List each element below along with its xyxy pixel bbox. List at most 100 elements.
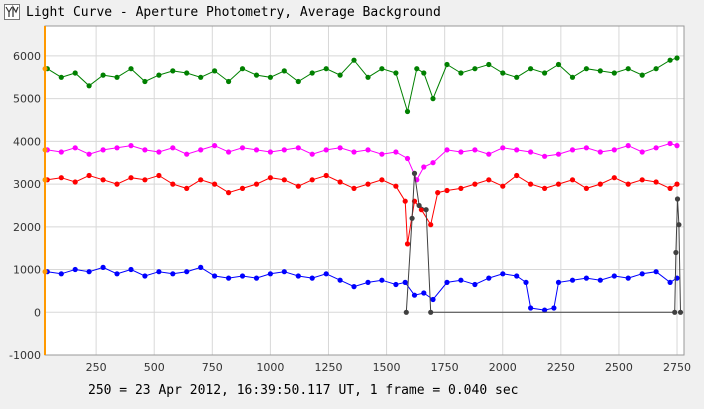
- data-point: [309, 151, 315, 157]
- data-point: [323, 66, 329, 72]
- data-point: [142, 273, 148, 279]
- data-point: [114, 74, 120, 80]
- data-point: [393, 183, 399, 189]
- x-tick-label: 500: [144, 361, 165, 374]
- data-point: [444, 279, 450, 285]
- data-point: [86, 172, 92, 179]
- data-point: [555, 279, 562, 285]
- data-point: [184, 269, 190, 275]
- data-point: [128, 175, 134, 181]
- data-point: [156, 72, 162, 78]
- data-point: [421, 290, 427, 296]
- data-point: [402, 198, 408, 204]
- data-point: [379, 277, 385, 283]
- data-point: [281, 269, 287, 275]
- data-point: [239, 273, 246, 279]
- data-point: [444, 61, 450, 68]
- y-tick-label: 1000: [13, 264, 41, 277]
- series-0: [44, 55, 680, 115]
- data-point: [674, 143, 680, 149]
- data-point: [611, 147, 617, 153]
- data-point: [114, 271, 120, 277]
- y-tick-label: -1000: [9, 349, 41, 362]
- data-point: [444, 147, 450, 153]
- data-point: [323, 147, 329, 153]
- data-point: [528, 66, 534, 72]
- data-point: [569, 277, 576, 283]
- data-point: [72, 179, 78, 185]
- data-point: [156, 149, 162, 155]
- cursor-marker: [42, 147, 48, 153]
- data-point: [156, 172, 162, 179]
- data-point: [281, 147, 287, 153]
- data-point: [404, 241, 411, 247]
- data-point: [365, 147, 371, 153]
- data-point: [295, 145, 301, 151]
- data-point: [500, 70, 506, 76]
- data-point: [58, 149, 64, 155]
- cursor-marker: [42, 66, 48, 72]
- data-point: [472, 281, 478, 288]
- data-point: [337, 179, 343, 185]
- y-tick-label: 4000: [13, 135, 41, 148]
- data-point: [184, 185, 190, 191]
- data-point: [226, 78, 232, 85]
- data-point: [309, 177, 315, 183]
- data-point: [514, 172, 520, 179]
- series-3: [44, 264, 680, 313]
- data-point: [458, 149, 464, 155]
- data-point: [253, 147, 260, 153]
- data-point: [639, 72, 645, 78]
- data-point: [402, 279, 408, 285]
- y-tick-label: 5000: [13, 93, 41, 106]
- data-point: [86, 151, 92, 157]
- series-2: [44, 172, 680, 247]
- data-point: [416, 202, 422, 209]
- data-point: [58, 175, 64, 181]
- data-point: [597, 181, 603, 187]
- plot-area: [44, 25, 685, 356]
- data-point: [674, 55, 680, 61]
- data-point: [674, 181, 680, 187]
- data-point: [86, 83, 92, 89]
- data-point: [198, 147, 204, 153]
- y-tick-label: 2000: [13, 221, 41, 234]
- data-point: [295, 78, 301, 85]
- data-point: [583, 185, 590, 191]
- data-point: [128, 266, 134, 273]
- data-point: [611, 70, 617, 76]
- data-point: [458, 185, 464, 191]
- data-point: [365, 181, 371, 187]
- series-4: [403, 170, 684, 315]
- data-point: [597, 68, 603, 74]
- y-tick-label: 3000: [13, 178, 41, 191]
- data-point: [677, 309, 684, 315]
- data-point: [379, 177, 385, 183]
- data-point: [267, 175, 273, 181]
- data-point: [435, 190, 441, 196]
- window-title: Light Curve - Aperture Photometry, Avera…: [26, 4, 441, 20]
- data-point: [414, 66, 420, 72]
- data-point: [170, 181, 176, 187]
- x-tick-label: 2750: [663, 361, 691, 374]
- data-point: [430, 96, 436, 102]
- data-point: [514, 273, 520, 279]
- data-point: [393, 281, 399, 288]
- data-point: [100, 177, 106, 183]
- data-point: [114, 181, 120, 187]
- data-point: [184, 70, 190, 76]
- data-point: [486, 61, 492, 68]
- data-point: [551, 305, 557, 311]
- data-point: [393, 70, 399, 76]
- data-point: [170, 68, 176, 74]
- data-point: [351, 57, 357, 63]
- data-point: [212, 273, 218, 279]
- data-point: [625, 66, 631, 72]
- data-point: [142, 147, 148, 153]
- data-point: [267, 149, 273, 155]
- data-point: [418, 207, 424, 213]
- data-point: [486, 275, 492, 281]
- data-point: [500, 183, 506, 189]
- data-point: [611, 273, 617, 279]
